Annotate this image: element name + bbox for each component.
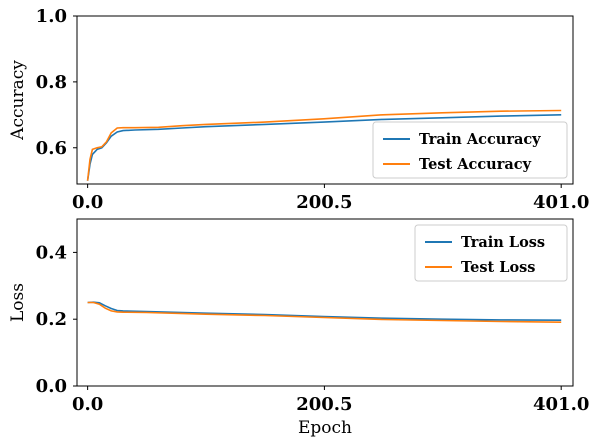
loss-x-axis-label: Epoch bbox=[298, 418, 352, 438]
accuracy-lines bbox=[86, 109, 562, 181]
y-tick-label: 0.0 bbox=[36, 376, 67, 397]
y-tick-label: 1.0 bbox=[36, 6, 67, 27]
x-tick-label: 401.0 bbox=[533, 394, 589, 415]
loss-subplot: 0.0 200.5 401.0 0.0 0.2 0.4 Loss Epoch Train… bbox=[8, 218, 589, 438]
loss-lines bbox=[87, 301, 562, 323]
y-tick-label: 0.6 bbox=[36, 138, 67, 159]
loss-axes-frame bbox=[76, 218, 574, 387]
loss-y-ticks: 0.0 0.2 0.4 bbox=[36, 242, 77, 397]
x-tick-label: 200.5 bbox=[296, 394, 352, 415]
series-line-train-accuracy bbox=[86, 114, 562, 181]
x-tick-label: 0.0 bbox=[72, 192, 103, 213]
legend-box bbox=[414, 224, 568, 282]
loss-x-ticks: 0.0 200.5 401.0 bbox=[72, 386, 589, 415]
accuracy-y-axis-label: Accuracy bbox=[8, 60, 28, 141]
series-line-train-loss bbox=[87, 301, 562, 322]
legend-label: Train Loss bbox=[461, 234, 545, 251]
accuracy-legend: Train Accuracy Test Accuracy bbox=[372, 121, 568, 179]
accuracy-subplot: 0.0 200.5 401.0 0.6 0.8 1.0 Accuracy Train A… bbox=[8, 6, 589, 213]
loss-legend: Train Loss Test Loss bbox=[414, 224, 568, 282]
x-tick-label: 200.5 bbox=[296, 192, 352, 213]
series-line-test-loss bbox=[87, 301, 562, 323]
legend-box bbox=[372, 121, 568, 179]
legend-label: Test Loss bbox=[461, 259, 535, 276]
legend-label: Test Accuracy bbox=[419, 156, 532, 173]
x-tick-label: 0.0 bbox=[72, 394, 103, 415]
accuracy-x-ticks: 0.0 200.5 401.0 bbox=[72, 184, 589, 213]
y-tick-label: 0.4 bbox=[36, 242, 67, 263]
y-tick-label: 0.8 bbox=[36, 72, 67, 93]
x-tick-label: 401.0 bbox=[533, 192, 589, 213]
legend-label: Train Accuracy bbox=[419, 131, 541, 148]
accuracy-axes-frame bbox=[76, 15, 574, 185]
accuracy-y-ticks: 0.6 0.8 1.0 bbox=[36, 6, 77, 159]
y-tick-label: 0.2 bbox=[36, 309, 67, 330]
series-line-test-accuracy bbox=[86, 109, 562, 181]
loss-y-axis-label: Loss bbox=[8, 283, 28, 322]
